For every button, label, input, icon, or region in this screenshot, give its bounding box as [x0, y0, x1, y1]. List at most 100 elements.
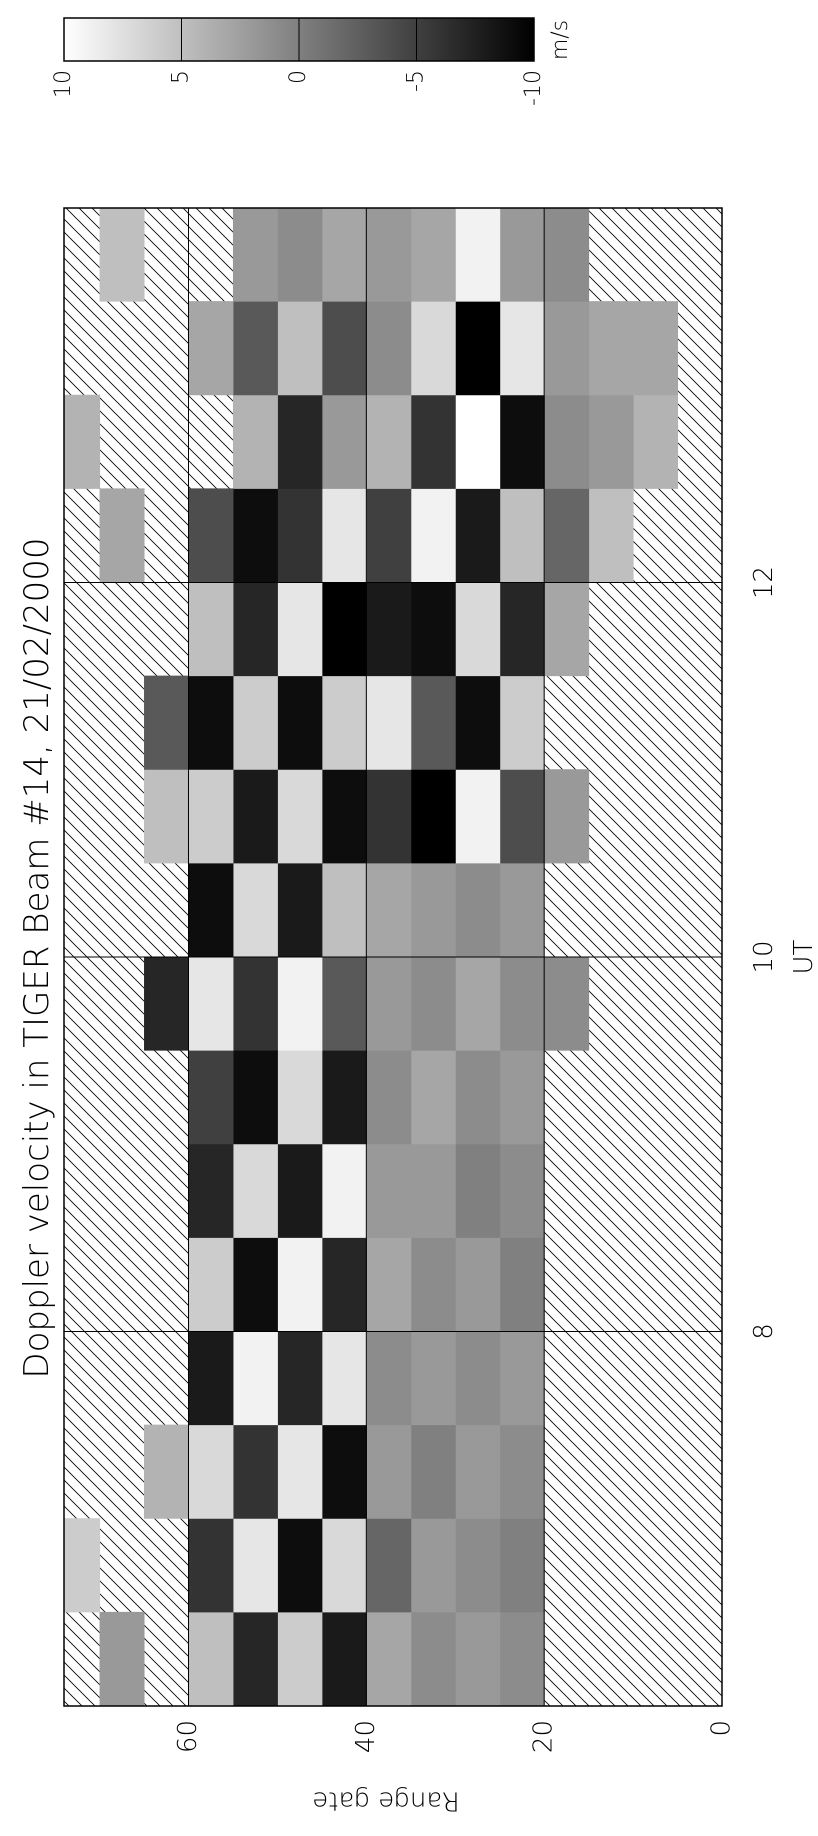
velocity-cell [455, 488, 501, 583]
velocity-cell [499, 1331, 545, 1426]
velocity-cell [188, 488, 234, 583]
velocity-cell [321, 1518, 367, 1613]
velocity-cell [321, 1050, 367, 1145]
velocity-cell [321, 1424, 367, 1519]
colorbar-tick-label: 10 [51, 70, 76, 98]
velocity-cell [277, 1050, 323, 1145]
velocity-cell [321, 862, 367, 957]
velocity-cell [366, 1143, 412, 1238]
velocity-cell [232, 1331, 278, 1426]
y-tick-label: 0 [707, 1720, 737, 1737]
velocity-cell [64, 1518, 101, 1613]
velocity-cell [499, 301, 545, 396]
velocity-cell [455, 301, 501, 396]
velocity-cell [277, 488, 323, 583]
velocity-cell [410, 582, 456, 677]
velocity-cell [410, 1611, 456, 1706]
velocity-cell [499, 1424, 545, 1519]
velocity-cell [232, 1143, 278, 1238]
velocity-cell [321, 301, 367, 396]
velocity-cell [499, 1518, 545, 1613]
velocity-cell [588, 301, 634, 396]
velocity-cell [455, 208, 501, 302]
velocity-cell [99, 208, 145, 302]
velocity-cell [366, 1424, 412, 1519]
velocity-cell [277, 769, 323, 864]
velocity-cell [366, 208, 412, 302]
velocity-cell [232, 675, 278, 770]
velocity-cell [99, 1611, 145, 1706]
velocity-cell [455, 582, 501, 677]
velocity-cell [144, 769, 189, 864]
velocity-cell [544, 394, 590, 489]
velocity-cell [232, 301, 278, 396]
velocity-cell [144, 956, 189, 1051]
velocity-cell [277, 301, 323, 396]
velocity-cell [633, 394, 679, 489]
velocity-cell [455, 769, 501, 864]
velocity-cell [277, 1611, 323, 1706]
velocity-cell [188, 769, 234, 864]
velocity-cell [232, 208, 278, 302]
velocity-cell [410, 1331, 456, 1426]
velocity-cell [499, 1143, 545, 1238]
velocity-cell [321, 208, 367, 302]
velocity-cell [499, 1611, 545, 1706]
x-tick-label: 8 [749, 1323, 779, 1340]
velocity-cell [544, 769, 590, 864]
velocity-cell [455, 1237, 501, 1332]
velocity-cell [232, 1050, 278, 1145]
velocity-cell [232, 394, 278, 489]
velocity-cell [188, 582, 234, 677]
velocity-cell [366, 862, 412, 957]
velocity-cell [277, 1518, 323, 1613]
velocity-cell [410, 1518, 456, 1613]
velocity-cell [188, 862, 234, 957]
velocity-cell [410, 488, 456, 583]
velocity-cell [321, 488, 367, 583]
velocity-cell [499, 394, 545, 489]
velocity-cell [64, 394, 101, 489]
velocity-cell [366, 582, 412, 677]
velocity-cell [544, 301, 590, 396]
velocity-cell [544, 488, 590, 583]
velocity-cell [410, 208, 456, 302]
velocity-cell [366, 769, 412, 864]
colorbar-tick-label: -10 [521, 70, 546, 106]
velocity-cell [232, 1424, 278, 1519]
velocity-cell [277, 862, 323, 957]
colorbar-tick-label: -5 [404, 70, 429, 92]
velocity-cell [188, 1237, 234, 1332]
velocity-cell [455, 394, 501, 489]
y-tick-label: 40 [351, 1720, 381, 1753]
velocity-cell [410, 862, 456, 957]
velocity-cell [277, 582, 323, 677]
velocity-cell [366, 1237, 412, 1332]
velocity-cell [455, 1050, 501, 1145]
velocity-cell [232, 769, 278, 864]
velocity-cell [321, 1331, 367, 1426]
y-axis-label: Range gate [312, 1786, 460, 1816]
y-tick-label: 20 [529, 1720, 559, 1753]
velocity-cell [232, 582, 278, 677]
velocity-cell [144, 1424, 189, 1519]
velocity-cell [99, 488, 145, 583]
velocity-cell [455, 956, 501, 1051]
velocity-cell [499, 675, 545, 770]
cells [64, 208, 679, 1706]
velocity-cell [188, 1518, 234, 1613]
velocity-cell [410, 301, 456, 396]
velocity-cell [232, 488, 278, 583]
velocity-cell [277, 1143, 323, 1238]
velocity-cell [455, 675, 501, 770]
velocity-cell [188, 956, 234, 1051]
velocity-cell [321, 394, 367, 489]
velocity-cell [410, 956, 456, 1051]
velocity-cell [144, 675, 189, 770]
velocity-cell [455, 1424, 501, 1519]
velocity-cell [499, 488, 545, 583]
velocity-cell [232, 1237, 278, 1332]
velocity-cell [410, 1237, 456, 1332]
velocity-cell [277, 208, 323, 302]
